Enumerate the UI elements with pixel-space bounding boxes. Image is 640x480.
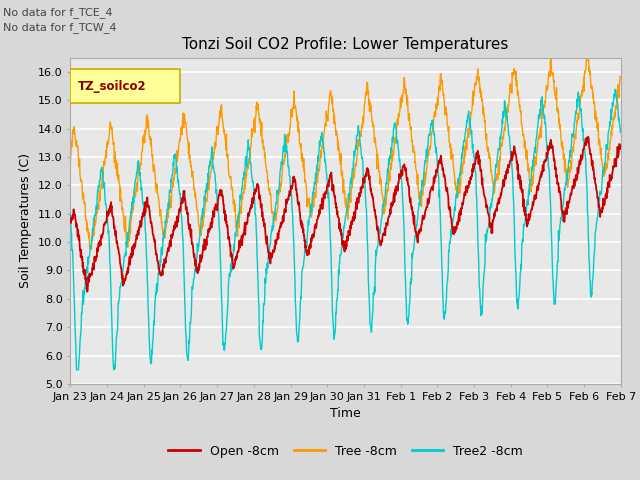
Text: No data for f_TCW_4: No data for f_TCW_4 xyxy=(3,22,116,33)
X-axis label: Time: Time xyxy=(330,407,361,420)
FancyBboxPatch shape xyxy=(70,69,180,103)
Text: TZ_soilco2: TZ_soilco2 xyxy=(77,80,146,93)
Legend: Open -8cm, Tree -8cm, Tree2 -8cm: Open -8cm, Tree -8cm, Tree2 -8cm xyxy=(163,440,528,463)
Y-axis label: Soil Temperatures (C): Soil Temperatures (C) xyxy=(19,153,33,288)
Text: No data for f_TCE_4: No data for f_TCE_4 xyxy=(3,7,113,18)
Title: Tonzi Soil CO2 Profile: Lower Temperatures: Tonzi Soil CO2 Profile: Lower Temperatur… xyxy=(182,37,509,52)
